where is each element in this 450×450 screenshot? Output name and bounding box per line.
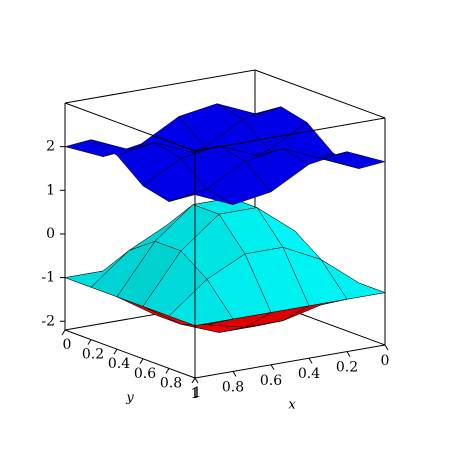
z-tick-label: 2 bbox=[46, 139, 55, 155]
box-edge bbox=[194, 117, 386, 152]
y-tick-label: 0.2 bbox=[82, 347, 104, 363]
y-tick-label: 0.8 bbox=[160, 375, 182, 391]
x-tick bbox=[194, 377, 199, 384]
box-edge bbox=[194, 344, 386, 379]
y-tick bbox=[165, 368, 170, 374]
z-tick-label: -1 bbox=[41, 270, 55, 286]
box-edge bbox=[64, 329, 196, 379]
y-axis-label: y bbox=[125, 391, 134, 406]
y-tick bbox=[113, 348, 118, 355]
y-tick-label: 1 bbox=[193, 385, 202, 401]
y-tick bbox=[61, 329, 66, 336]
x-tick-label: 0.4 bbox=[298, 366, 320, 382]
x-axis-label: x bbox=[288, 398, 296, 413]
x-tick bbox=[308, 357, 313, 364]
box-edge bbox=[254, 69, 386, 119]
x-tick bbox=[232, 371, 237, 377]
box-edge bbox=[64, 69, 256, 104]
x-tick-label: 1 bbox=[191, 386, 200, 402]
y-tick bbox=[139, 358, 144, 365]
y-tick-label: 0 bbox=[63, 337, 72, 353]
z-tick-label: -2 bbox=[41, 313, 55, 329]
x-tick-label: 0 bbox=[381, 353, 390, 369]
z-tick-label: 1 bbox=[46, 182, 55, 198]
y-tick-label: 0.6 bbox=[134, 366, 156, 382]
y-tick bbox=[191, 377, 196, 384]
x-tick bbox=[270, 364, 275, 371]
y-tick bbox=[87, 339, 92, 345]
x-tick-label: 0.2 bbox=[336, 360, 358, 376]
box-edge bbox=[64, 102, 196, 152]
x-tick-label: 0.8 bbox=[222, 379, 244, 395]
x-tick bbox=[384, 344, 389, 351]
x-tick bbox=[346, 351, 351, 357]
y-tick-label: 0.4 bbox=[108, 356, 130, 372]
z-tick-label: 0 bbox=[46, 226, 55, 242]
x-tick-label: 0.6 bbox=[260, 373, 282, 389]
